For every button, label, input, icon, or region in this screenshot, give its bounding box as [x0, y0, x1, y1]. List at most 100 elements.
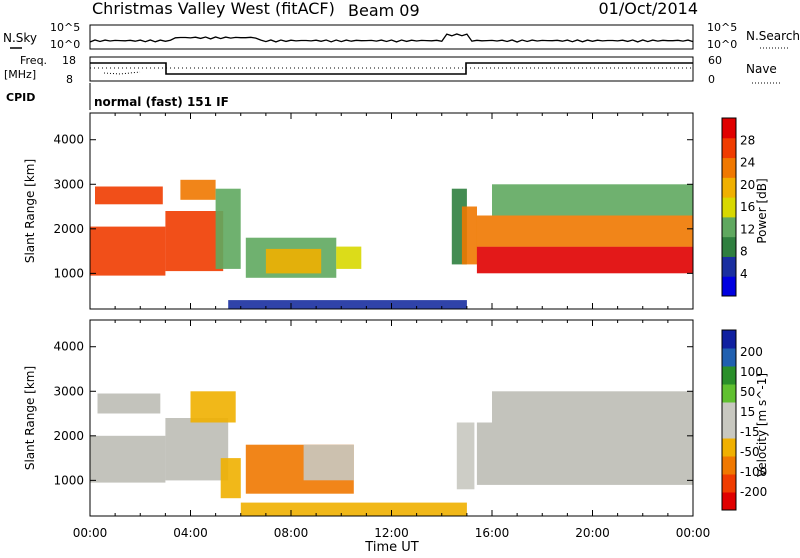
time-tick-label: 12:00 — [374, 526, 409, 540]
velocity-colorbar-tick: -100 — [740, 465, 767, 479]
power-y-tick-label: 3000 — [53, 177, 84, 191]
velocity-colorbar-segment — [722, 330, 736, 349]
power-y-axis: 1000 2000 3000 4000 — [53, 133, 693, 280]
power-y-tick-label: 2000 — [53, 222, 84, 236]
velocity-colorbar-label: Velocity [m s^-1] — [755, 373, 769, 477]
beam-label: Beam 09 — [348, 1, 420, 20]
velocity-echo-region — [240, 502, 467, 516]
velocity-y-tick-label: 3000 — [53, 384, 84, 398]
power-echo-region — [165, 211, 224, 272]
power-colorbar-segment — [722, 118, 736, 139]
noise-sky-trace — [89, 33, 694, 43]
power-colorbar-tick: 4 — [740, 267, 748, 281]
velocity-panel: 1000 2000 3000 4000 Slant Range [km] — [23, 319, 694, 517]
velocity-echo-region — [190, 391, 236, 423]
power-echo-region — [265, 248, 322, 274]
time-tick-label: 00:00 — [676, 526, 711, 540]
cpid-text: normal (fast) 151 IF — [94, 95, 229, 109]
power-y-tick-label: 1000 — [53, 266, 84, 280]
time-tick-label: 20:00 — [575, 526, 610, 540]
power-colorbar-tick: 24 — [740, 156, 755, 170]
time-tick-label: 08:00 — [274, 526, 309, 540]
date-label: 01/Oct/2014 — [598, 0, 698, 18]
velocity-colorbar-tick: 50 — [740, 385, 755, 399]
time-tick-label: 00:00 — [73, 526, 108, 540]
frequency-panel: Freq. [MHz] 18 8 60 0 Nave — [4, 54, 782, 86]
velocity-echo-region — [456, 422, 475, 490]
cpid-label: CPID — [6, 91, 35, 104]
power-colorbar-tick: 12 — [740, 222, 755, 236]
time-tick-label: 04:00 — [173, 526, 208, 540]
velocity-echo-region — [492, 391, 693, 423]
velocity-y-tick-label: 1000 — [53, 473, 84, 487]
power-colorbar-segment — [722, 216, 736, 238]
power-panel: 1000 2000 3000 4000 Slant Range [km] — [23, 112, 694, 310]
freq-label-2: [MHz] — [4, 68, 36, 81]
velocity-colorbar: 200 100 50 15 -15 -50 -100 -200 — [721, 329, 767, 511]
power-echo-region — [180, 179, 216, 200]
velocity-colorbar-tick: -200 — [740, 485, 767, 499]
power-colorbar-tick: 20 — [740, 178, 755, 192]
power-echo-region — [476, 215, 693, 247]
freq-label-1: Freq. — [20, 54, 47, 67]
velocity-colorbar-tick: -15 — [740, 425, 760, 439]
velocity-colorbar-tick: 100 — [740, 365, 763, 379]
power-echo-region — [215, 188, 241, 269]
power-echo-region — [336, 246, 362, 269]
power-echo-region — [95, 186, 163, 205]
velocity-colorbar-segment — [722, 438, 736, 457]
velocity-colorbar-segment — [722, 366, 736, 385]
velocity-colorbar-tick: 200 — [740, 345, 763, 359]
velocity-colorbar-tick: -50 — [740, 445, 760, 459]
nave-tick-top: 60 — [708, 54, 722, 67]
freq-tick-top: 18 — [62, 54, 76, 67]
power-colorbar-label: Power [dB] — [755, 178, 769, 243]
noise-left-tick-bottom: 10^0 — [50, 38, 80, 51]
time-axis-label: Time UT — [364, 540, 418, 554]
time-tick-label: 16:00 — [475, 526, 510, 540]
power-colorbar-frame — [721, 117, 737, 297]
velocity-echo-region — [90, 435, 166, 483]
power-echo-region — [461, 206, 477, 265]
noise-panel: N.Sky 10^5 10^0 10^5 10^0 N.Search — [3, 21, 800, 51]
velocity-colorbar-segment — [722, 456, 736, 475]
velocity-colorbar-tick: 15 — [740, 405, 755, 419]
velocity-echo-region — [97, 393, 161, 414]
velocity-colorbar-segment — [722, 420, 736, 439]
power-colorbar-segment — [722, 197, 736, 218]
station-title: Christmas Valley West (fitACF) — [92, 0, 335, 18]
power-colorbar-segment — [722, 276, 736, 297]
power-colorbar-segment — [722, 137, 736, 159]
velocity-echo-region — [476, 422, 693, 485]
velocity-colorbar-segment — [722, 384, 736, 403]
power-colorbar-tick: 28 — [740, 133, 755, 147]
power-colorbar-segment — [722, 177, 736, 198]
power-colorbar-tick: 8 — [740, 245, 748, 259]
power-colorbar-segment — [722, 157, 736, 178]
velocity-colorbar-frame — [721, 329, 737, 511]
velocity-y-tick-label: 2000 — [53, 429, 84, 443]
frequency-trace — [90, 62, 693, 75]
velocity-echo-region — [220, 458, 241, 499]
nave-label: Nave — [746, 62, 777, 76]
power-echo-region — [492, 184, 693, 216]
velocity-colorbar-segment — [722, 402, 736, 421]
velocity-echo-region — [303, 444, 354, 481]
velocity-colorbar-segment — [722, 492, 736, 511]
velocity-y-axis-label: Slant Range [km] — [23, 366, 37, 470]
power-colorbar-segment — [722, 256, 736, 277]
noise-search-label: N.Search — [746, 29, 800, 43]
noise-sky-label: N.Sky — [3, 31, 37, 45]
velocity-colorbar-segment — [722, 348, 736, 367]
velocity-y-axis: 1000 2000 3000 4000 — [53, 340, 693, 487]
power-echo-region — [228, 300, 467, 309]
power-echo-region — [90, 226, 166, 276]
power-colorbar-tick: 16 — [740, 200, 755, 214]
power-colorbar-segment — [722, 236, 736, 257]
noise-left-tick-top: 10^5 — [50, 21, 80, 34]
time-axis: 00:00 04:00 08:00 12:00 16:00 20:00 00:00 — [73, 526, 711, 540]
noise-right-tick-bottom: 10^0 — [707, 38, 737, 51]
nave-tick-bottom: 0 — [708, 73, 715, 86]
freq-tick-bottom: 8 — [66, 73, 73, 86]
